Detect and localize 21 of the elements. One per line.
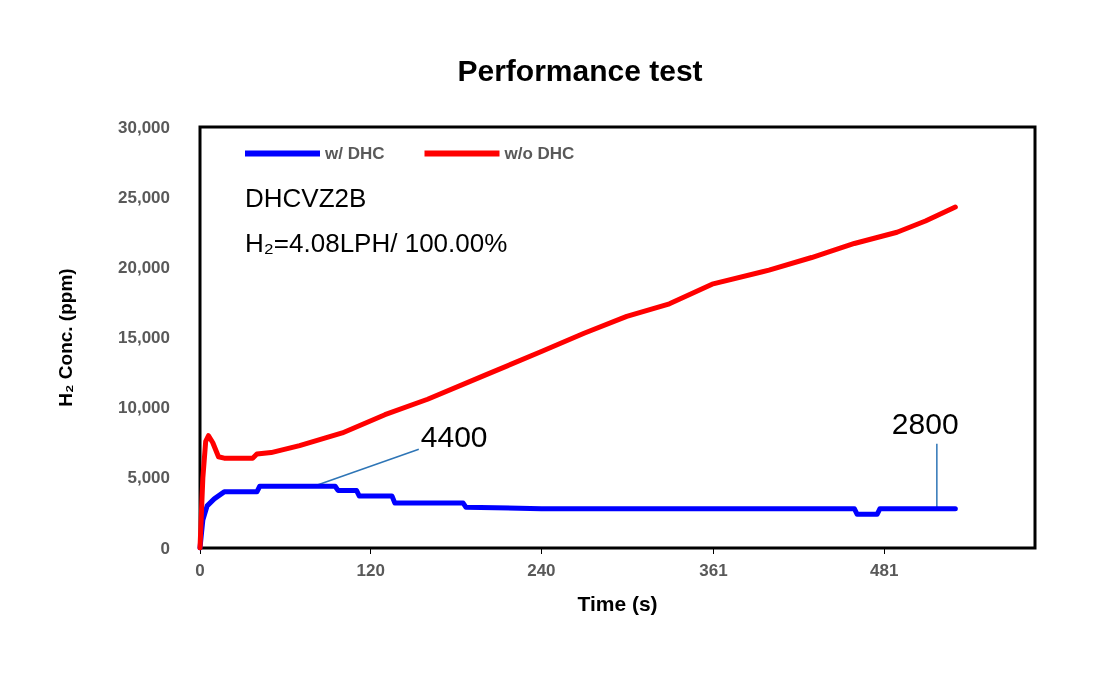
y-tick-label: 10,000 (118, 398, 170, 418)
legend-label: w/ DHC (324, 144, 385, 163)
y-axis-title: H₂ Conc. (ppm) (55, 268, 76, 407)
chart-title: Performance test (457, 53, 703, 87)
x-axis-title: Time (s) (577, 592, 658, 615)
x-tick-label: 240 (527, 561, 556, 580)
y-tick-label: 0 (160, 538, 170, 558)
x-tick-label: 481 (870, 561, 899, 580)
y-tick-label: 20,000 (118, 257, 170, 277)
x-tick-label: 0 (195, 561, 205, 580)
annotation: 4400 (420, 419, 488, 453)
y-tick-label: 15,000 (118, 328, 170, 347)
x-tick-label: 361 (699, 561, 728, 580)
y-tick-label: 5,000 (127, 468, 170, 488)
y-tick-label: 25,000 (118, 187, 170, 207)
legend-label: w/o DHC (503, 144, 575, 163)
annotation: DHCVZ2B (245, 183, 367, 213)
x-tick-label: 120 (356, 561, 385, 580)
annotation: 2800 (891, 407, 959, 441)
y-tick-label: 30,000 (118, 117, 170, 137)
annotation: H₂=4.08LPH/ 100.00% (245, 228, 508, 258)
